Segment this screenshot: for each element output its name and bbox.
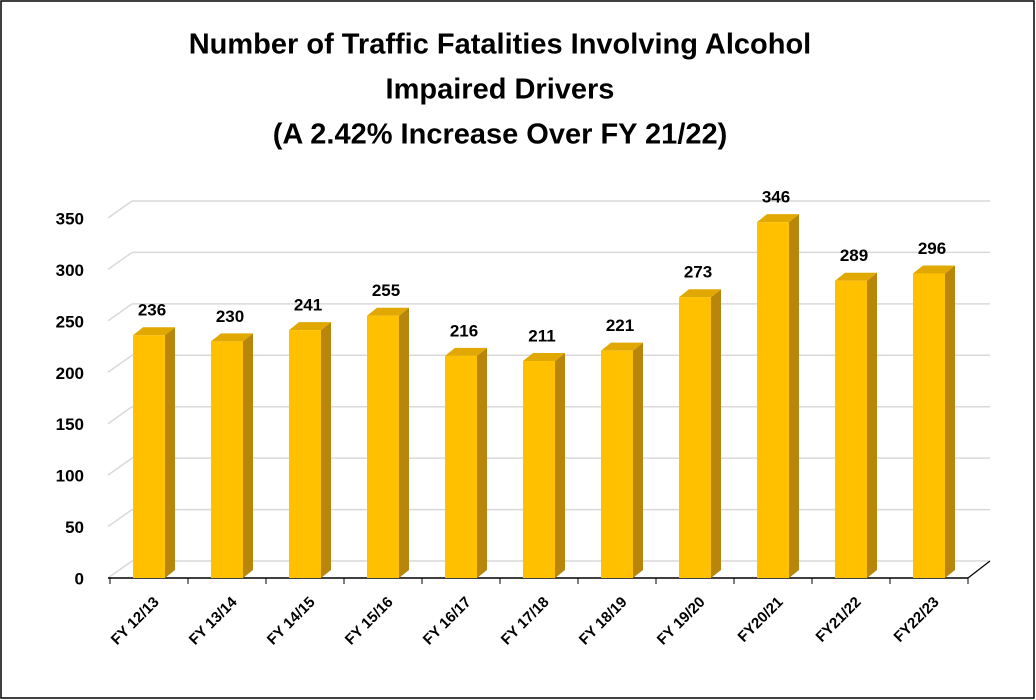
bar-side	[633, 342, 643, 578]
bar-front	[679, 297, 711, 578]
grid-line-side	[107, 303, 133, 322]
y-tick-label: 250	[56, 312, 84, 331]
grid-line-side	[107, 200, 133, 219]
bar-side	[477, 347, 487, 578]
value-label: 236	[138, 301, 166, 320]
bar	[913, 265, 955, 578]
grid-line-side	[107, 457, 133, 476]
bar-front	[601, 350, 633, 578]
bar-top	[211, 333, 253, 342]
value-label: 211	[528, 326, 555, 345]
grid-line-side	[107, 354, 133, 373]
bar	[523, 352, 565, 578]
value-label: 255	[372, 281, 400, 300]
bar-side	[321, 322, 331, 578]
y-tick-label: 150	[56, 415, 84, 434]
bar	[757, 214, 799, 578]
y-tick-label: 50	[65, 518, 84, 537]
bar-side	[711, 289, 721, 578]
bar	[211, 333, 253, 578]
bar-front	[289, 330, 321, 578]
chart-title: (A 2.42% Increase Over FY 21/22)	[273, 119, 728, 151]
bar-front	[211, 341, 243, 578]
bar-side	[399, 307, 409, 578]
bar	[289, 322, 331, 578]
value-label: 273	[684, 263, 712, 282]
value-label: 241	[294, 296, 322, 315]
bar-top	[913, 265, 955, 274]
bar-top	[289, 322, 331, 331]
value-label: 230	[216, 307, 244, 326]
bar-front	[445, 355, 477, 578]
bar-side	[243, 333, 253, 578]
bar-top	[445, 347, 487, 356]
bar-front	[757, 222, 789, 578]
value-label: 289	[840, 246, 868, 265]
grid-line-side	[107, 251, 133, 271]
bar-side	[867, 272, 877, 578]
y-tick-label: 100	[56, 467, 84, 486]
bar	[835, 272, 877, 578]
bar-top	[835, 272, 877, 281]
bar-side	[555, 352, 565, 578]
y-tick-label: 300	[56, 261, 84, 280]
grid-line-side	[107, 406, 133, 425]
bar-front	[523, 360, 555, 578]
value-label: 346	[762, 188, 790, 207]
x-axis-back	[967, 560, 991, 579]
bar	[133, 327, 175, 578]
bar-front	[913, 273, 945, 578]
bar-top	[367, 307, 409, 316]
bar-top	[523, 352, 565, 361]
bar-front	[835, 280, 867, 578]
bar	[601, 342, 643, 578]
bar	[367, 307, 409, 578]
bar-top	[601, 342, 643, 351]
bar-side	[945, 265, 955, 578]
bar-side	[789, 214, 799, 578]
bar-top	[133, 327, 175, 336]
bar-front	[367, 315, 399, 578]
value-label: 296	[918, 239, 946, 258]
value-label: 216	[450, 321, 478, 340]
bar-side	[165, 327, 175, 578]
bar	[679, 289, 721, 578]
y-tick-label: 350	[56, 209, 84, 228]
y-tick-label: 0	[75, 569, 84, 588]
y-tick-label: 200	[56, 364, 84, 383]
grid-line-side	[107, 508, 133, 528]
chart-title: Number of Traffic Fatalities Involving A…	[189, 29, 812, 61]
bar-front	[133, 335, 165, 578]
bar	[445, 347, 487, 578]
grid-line-side	[107, 560, 133, 579]
bar-top	[757, 214, 799, 223]
value-label: 221	[606, 316, 634, 335]
chart-title: Impaired Drivers	[386, 74, 615, 106]
bar-top	[679, 289, 721, 298]
